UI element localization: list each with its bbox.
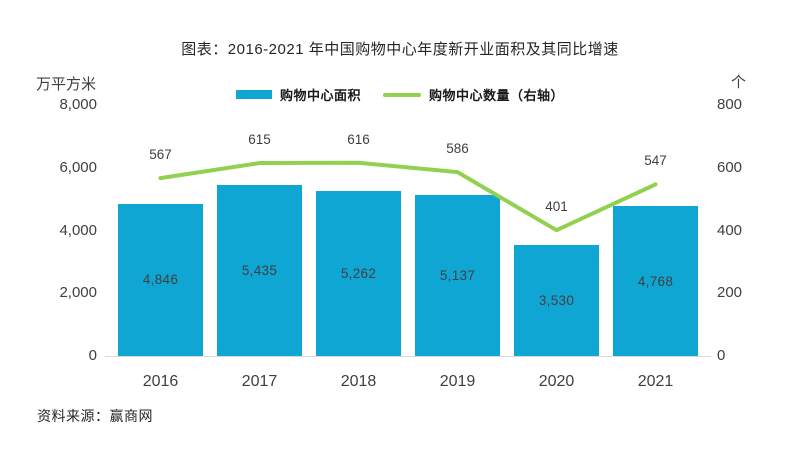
right-axis-tick: 0 xyxy=(717,347,726,364)
left-axis-tick: 4,000 xyxy=(59,221,97,239)
line-value-label: 586 xyxy=(446,141,469,157)
x-axis-line xyxy=(105,356,711,357)
bar-2016: 4,846 xyxy=(118,203,203,356)
x-axis-label-2020: 2020 xyxy=(538,373,575,390)
right-axis-tick: 200 xyxy=(717,284,743,302)
bar-value-label: 5,262 xyxy=(340,265,377,281)
line-value-label: 615 xyxy=(248,132,271,148)
bar-2020: 3,530 xyxy=(514,245,599,356)
left-axis-tick: 6,000 xyxy=(59,158,97,176)
x-axis-label-2018: 2018 xyxy=(340,373,377,390)
legend-bar-swatch xyxy=(235,90,272,99)
bar-2019: 5,137 xyxy=(415,194,500,356)
right-axis-tick: 600 xyxy=(717,158,743,176)
legend-label-count: 购物中心数量（右轴） xyxy=(429,88,565,103)
legend: 购物中心面积 购物中心数量（右轴） xyxy=(0,85,800,104)
bar-value-label: 4,846 xyxy=(142,272,179,288)
right-axis-tick: 400 xyxy=(717,221,743,239)
line-value-label: 616 xyxy=(347,131,370,147)
left-axis-tick: 2,000 xyxy=(59,284,97,302)
left-axis-title: 万平方米 xyxy=(36,76,97,93)
bar-value-label: 3,530 xyxy=(538,293,575,309)
bar-value-label: 5,435 xyxy=(241,263,278,279)
bar-2017: 5,435 xyxy=(217,185,302,356)
legend-line-swatch xyxy=(383,92,421,97)
right-axis-title: 个 xyxy=(731,74,747,91)
source-note: 资料来源：赢商网 xyxy=(37,408,153,424)
left-axis-tick: 8,000 xyxy=(59,96,97,113)
line-value-label: 547 xyxy=(644,153,667,169)
x-axis-label-2017: 2017 xyxy=(241,373,278,390)
line-value-label: 401 xyxy=(545,199,568,215)
legend-label-area: 购物中心面积 xyxy=(279,88,361,103)
bar-value-label: 4,768 xyxy=(637,273,674,289)
bar-value-label: 5,137 xyxy=(439,267,476,283)
bar-2021: 4,768 xyxy=(613,206,698,356)
left-axis-tick: 0 xyxy=(88,347,97,364)
x-axis-label-2021: 2021 xyxy=(637,373,674,390)
legend-item-count: 购物中心数量（右轴） xyxy=(383,85,564,104)
x-axis-label-2019: 2019 xyxy=(439,373,476,390)
chart-title: 图表：2016-2021 年中国购物中心年度新开业面积及其同比增速 xyxy=(181,41,619,58)
x-axis-label-2016: 2016 xyxy=(142,373,179,390)
line-value-label: 567 xyxy=(149,147,172,163)
bar-2018: 5,262 xyxy=(316,190,401,356)
right-axis-tick: 800 xyxy=(717,96,743,113)
legend-item-area: 购物中心面积 xyxy=(235,85,361,104)
